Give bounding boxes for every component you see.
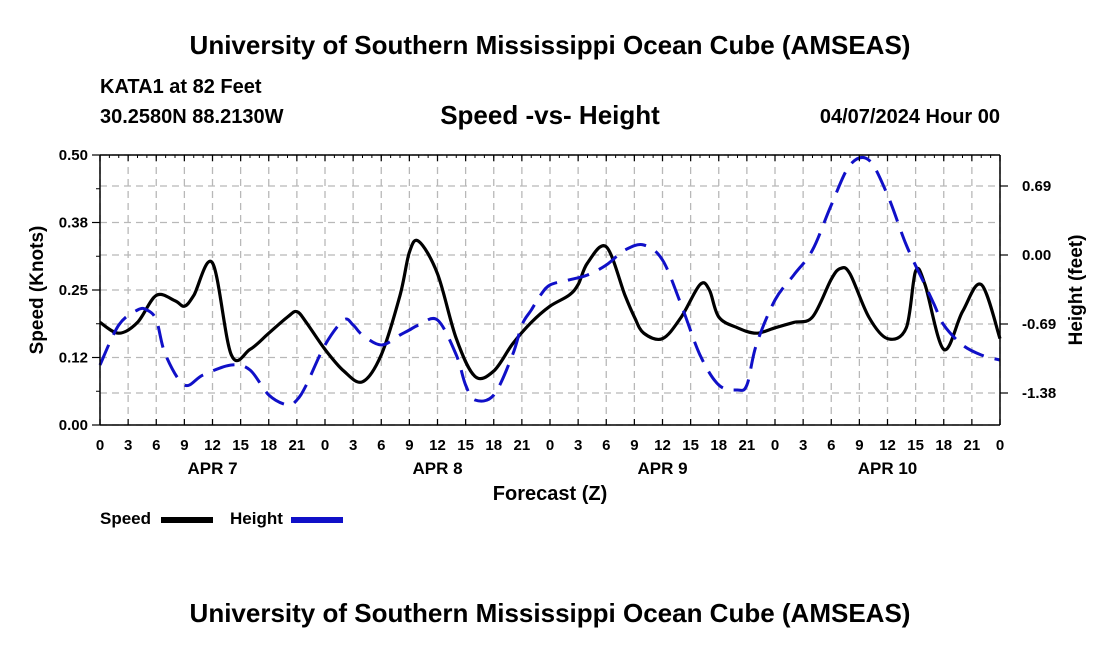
height-series-line — [98, 155, 1001, 407]
legend-speed-label: Speed — [100, 509, 152, 528]
right-tick-label: 0.00 — [1022, 247, 1051, 264]
x-tick-label: 21 — [739, 437, 756, 454]
x-tick-label: 15 — [232, 437, 249, 454]
x-tick-label: 15 — [682, 437, 699, 454]
x-tick-label: 3 — [349, 437, 357, 454]
x-tick-label: 15 — [907, 437, 924, 454]
x-tick-label: 9 — [630, 437, 638, 454]
x-tick-label: 0 — [771, 437, 779, 454]
series-layer — [98, 155, 1002, 407]
right-tick-label: -1.38 — [1022, 385, 1056, 402]
issued-time-label: 04/07/2024 Hour 00 — [819, 106, 1000, 128]
right-tick-label: -0.69 — [1022, 316, 1056, 333]
x-tick-label: 0 — [546, 437, 554, 454]
x-day-label: APR 7 — [187, 459, 237, 478]
grid — [99, 154, 1001, 426]
x-tick-label: 3 — [574, 437, 582, 454]
x-day-label: APR 9 — [637, 459, 687, 478]
x-tick-label: 21 — [514, 437, 531, 454]
x-tick-label: 21 — [964, 437, 981, 454]
left-tick-label: 0.50 — [59, 147, 88, 164]
x-day-label: APR 8 — [412, 459, 462, 478]
station-label: KATA1 at 82 Feet — [100, 76, 262, 98]
x-tick-label: 3 — [799, 437, 807, 454]
x-day-label: APR 10 — [858, 459, 918, 478]
footer-title: University of Southern Mississippi Ocean… — [189, 598, 911, 628]
left-axis-title: Speed (Knots) — [27, 226, 48, 355]
x-tick-label: 6 — [152, 437, 160, 454]
x-tick-label: 0 — [96, 437, 104, 454]
legend-speed-swatch — [161, 517, 213, 523]
page-title: University of Southern Mississippi Ocean… — [189, 30, 911, 60]
left-tick-label: 0.38 — [59, 215, 88, 232]
right-axis-title: Height (feet) — [1066, 235, 1087, 346]
x-tick-label: 12 — [654, 437, 671, 454]
legend-height-swatch — [291, 517, 343, 523]
coordinates-label: 30.2580N 88.2130W — [100, 106, 284, 128]
x-tick-label: 9 — [855, 437, 863, 454]
x-axis-title: Forecast (Z) — [493, 483, 607, 505]
x-tick-label: 12 — [879, 437, 896, 454]
axes — [92, 154, 1008, 426]
x-tick-label: 15 — [457, 437, 474, 454]
chart-subtitle: Speed -vs- Height — [440, 100, 660, 130]
left-tick-label: 0.00 — [59, 417, 88, 434]
legend-height-label: Height — [230, 509, 283, 528]
left-tick-label: 0.12 — [59, 350, 88, 367]
x-tick-label: 6 — [827, 437, 835, 454]
x-tick-label: 12 — [429, 437, 446, 454]
left-tick-label: 0.25 — [59, 282, 88, 299]
right-tick-label: 0.69 — [1022, 178, 1051, 195]
x-tick-label: 0 — [321, 437, 329, 454]
x-tick-label: 12 — [204, 437, 221, 454]
x-tick-label: 6 — [377, 437, 385, 454]
speed-series-line — [99, 238, 1002, 384]
x-tick-label: 18 — [260, 437, 277, 454]
x-tick-label: 3 — [124, 437, 132, 454]
x-tick-label: 18 — [485, 437, 502, 454]
x-tick-label: 18 — [935, 437, 952, 454]
x-tick-label: 21 — [289, 437, 306, 454]
x-tick-label: 0 — [996, 437, 1004, 454]
x-tick-label: 6 — [602, 437, 610, 454]
x-tick-label: 9 — [180, 437, 188, 454]
axis-labels: 0 3 6 9 12 15 18 21 0 3 6 9 12 15 18 21 0 3 6 9 12 15 18 21 0 3 6 9… — [27, 147, 1087, 505]
x-tick-label: 9 — [405, 437, 413, 454]
x-tick-label: 18 — [710, 437, 727, 454]
